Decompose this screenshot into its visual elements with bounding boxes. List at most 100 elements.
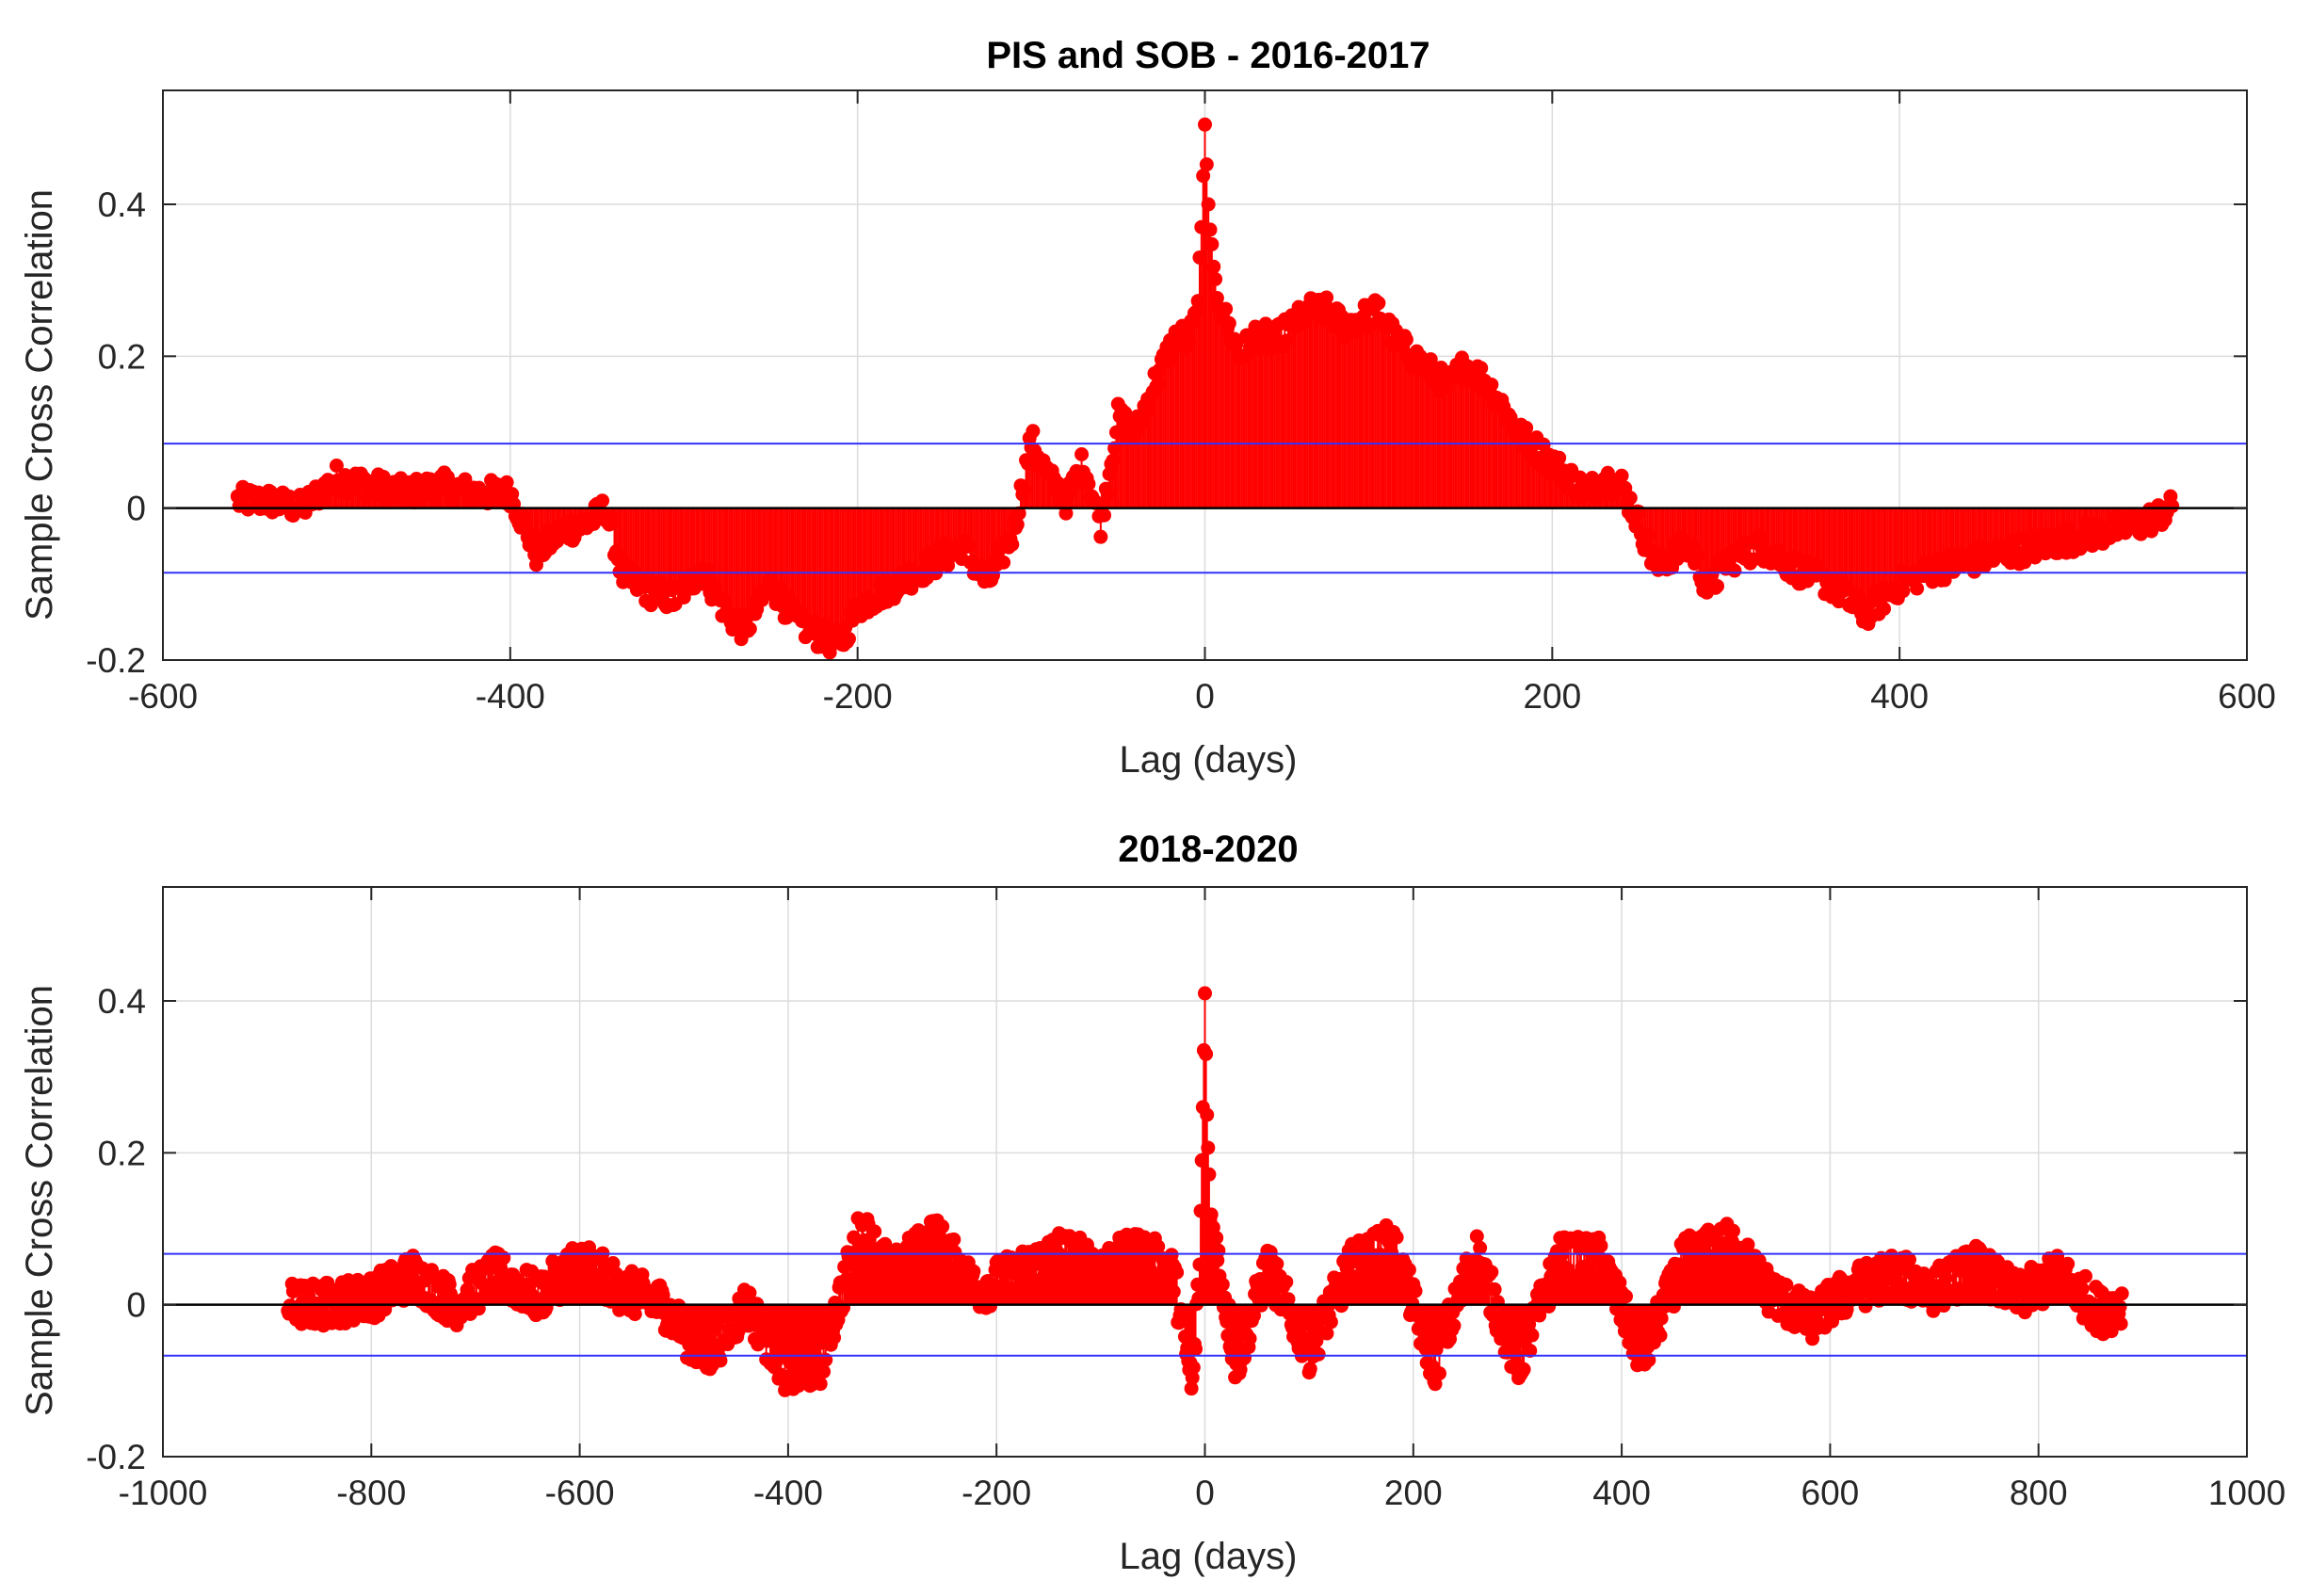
stem-marker	[961, 539, 977, 554]
y-tick-label: 0.2	[98, 337, 146, 376]
stem-marker	[1208, 271, 1223, 286]
x-axis-label: Lag (days)	[1120, 1536, 1298, 1577]
stem-marker	[1186, 1360, 1201, 1375]
panel-bottom: 2018-2020 Sample Cross Correlation Lag (…	[19, 829, 2286, 1577]
stem-marker	[946, 1232, 961, 1247]
stem-marker	[655, 1287, 670, 1302]
stem-marker	[1176, 1313, 1191, 1328]
stem-marker	[1192, 250, 1207, 265]
stem-marker	[1106, 453, 1121, 468]
stem-marker	[1484, 377, 1499, 392]
stem-marker	[1097, 508, 1112, 523]
stem-marker	[1398, 332, 1413, 347]
stem-marker	[701, 562, 716, 577]
stem-marker	[1220, 1328, 1236, 1343]
y-axis-label: Sample Cross Correlation	[19, 189, 60, 621]
y-ticks: -0.2 0 0.2 0.4	[86, 185, 2247, 680]
x-axis-label: Lag (days)	[1120, 739, 1298, 781]
stem-marker	[1203, 222, 1218, 237]
stem-marker	[283, 490, 298, 505]
stem-marker	[1423, 352, 1438, 367]
stem-marker	[1093, 529, 1108, 544]
stem-marker	[1170, 1265, 1185, 1280]
stem-marker	[1279, 333, 1294, 348]
stem-marker	[1010, 517, 1025, 532]
stem-marker	[1200, 1107, 1215, 1122]
stem-marker	[1190, 1277, 1205, 1292]
x-tick-label: 600	[2218, 677, 2276, 716]
stem-marker	[742, 621, 757, 637]
x-tick-label: -400	[476, 677, 545, 716]
stem-marker	[1221, 315, 1236, 330]
stem-marker	[1074, 447, 1090, 462]
stem-marker	[1191, 1291, 1206, 1306]
stem-marker	[1319, 290, 1334, 305]
stem-marker	[1237, 1350, 1252, 1365]
x-tick-label: -600	[128, 677, 198, 716]
stem-marker	[1204, 236, 1220, 251]
stem-marker	[557, 1287, 572, 1302]
stem-marker	[1242, 1331, 1257, 1346]
stem-marker	[1209, 1231, 1224, 1246]
stem-marker	[1910, 581, 1925, 596]
stem-marker	[841, 631, 856, 646]
stem-marker	[996, 555, 1011, 570]
stem-marker	[2144, 524, 2159, 539]
stem-marker	[1081, 476, 1096, 492]
y-axis-label: Sample Cross Correlation	[19, 985, 60, 1416]
stem-marker	[827, 1330, 842, 1346]
stem-marker	[480, 496, 495, 511]
stem-marker	[1211, 1243, 1226, 1258]
stem-marker	[813, 1377, 828, 1392]
stem-marker	[713, 1353, 728, 1368]
stem-marker	[518, 516, 533, 531]
stem-marker	[1007, 1287, 1022, 1302]
stem-marker	[606, 1256, 621, 1271]
stem-marker	[1206, 259, 1221, 274]
chart-title: 2018-2020	[1118, 829, 1298, 870]
stem-marker	[983, 1298, 998, 1314]
stem-marker	[678, 1304, 693, 1319]
stem-marker	[1005, 537, 1020, 552]
stem-marker	[1690, 547, 1705, 562]
y-tick-label: 0	[126, 490, 146, 528]
stem-marker	[1640, 528, 1656, 543]
stem-marker	[1026, 424, 1041, 439]
stem-marker	[1614, 468, 1629, 483]
stem-marker	[1439, 380, 1454, 395]
stem-marker	[1194, 1153, 1209, 1168]
stem-markers	[230, 117, 2180, 660]
stem-marker	[329, 459, 344, 474]
stem-marker	[1710, 578, 1725, 593]
stem-marker	[1219, 301, 1234, 316]
stem-marker	[717, 592, 732, 607]
stem-marker	[772, 580, 787, 595]
stem-marker	[1877, 602, 1892, 617]
stem-marker	[1201, 1140, 1216, 1155]
stem-marker	[1199, 157, 1214, 172]
stem-marker	[2165, 498, 2180, 513]
stem-marker	[1151, 377, 1166, 392]
stem-marker	[606, 515, 621, 530]
y-tick-label: 0.4	[98, 185, 146, 224]
stem-marker	[1198, 117, 1212, 132]
stem-marker	[1203, 1207, 1219, 1222]
stem-marker	[867, 1224, 882, 1239]
stem-marker	[1247, 1308, 1262, 1323]
stem-marker	[1100, 486, 1115, 501]
stem-marker	[1058, 506, 1074, 521]
x-tick-label: 200	[1523, 677, 1581, 716]
chart-title: PIS and SOB - 2016-2017	[986, 35, 1430, 76]
stem-marker	[1199, 1046, 1214, 1061]
stem-marker	[1011, 506, 1026, 521]
stem-marker	[1519, 420, 1534, 435]
y-tick-label: -0.2	[86, 641, 146, 680]
stem-marker	[1166, 1284, 1181, 1299]
stem-marker	[1198, 986, 1212, 1001]
stem-marker	[1371, 296, 1386, 311]
stem-marker	[460, 1282, 475, 1298]
x-tick-label: 0	[1195, 677, 1215, 716]
stem-marker	[1220, 1314, 1235, 1330]
stem-marker	[484, 1290, 499, 1305]
